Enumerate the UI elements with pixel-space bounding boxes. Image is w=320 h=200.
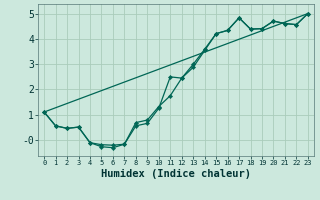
X-axis label: Humidex (Indice chaleur): Humidex (Indice chaleur) bbox=[101, 169, 251, 179]
